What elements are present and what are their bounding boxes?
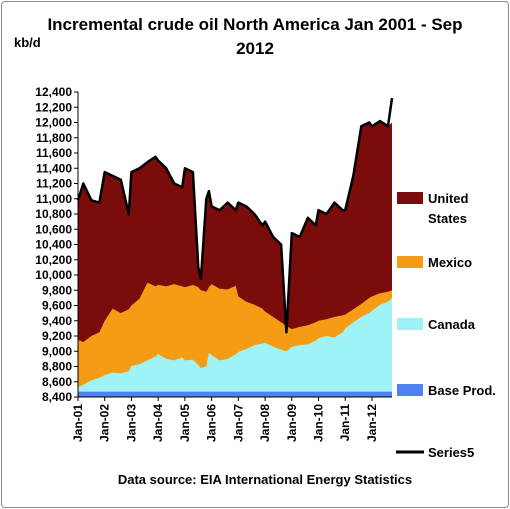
x-tick-label: Jan-08 [258,404,272,442]
x-axis: Jan-01 Jan-02 Jan-03 Jan-04 Jan-05 Jan-06 Jan-… [71,396,392,442]
legend-swatch-base [397,384,423,396]
y-tick-label: 9,800 [42,283,72,297]
y-tick-label: 10,600 [35,222,72,236]
y-tick-label: 8,800 [42,360,72,374]
x-tick-label: Jan-01 [71,404,85,442]
y-tick-label: 9,600 [42,299,72,313]
x-tick-label: Jan-11 [338,404,352,442]
y-tick-label: 10,800 [35,207,72,221]
y-tick-label: 10,400 [35,238,72,252]
legend-swatch-us [397,192,423,204]
x-tick-label: Jan-02 [98,404,112,442]
legend-label-us: United [428,191,469,206]
y-tick-label: 12,200 [35,100,72,114]
y-tick-label: 8,600 [42,375,72,389]
x-tick-label: Jan-06 [205,404,219,442]
x-tick-label: Jan-09 [285,404,299,442]
legend-label-series5: Series5 [428,445,474,460]
legend-swatch-canada [397,318,423,330]
legend-swatch-mexico [397,256,423,268]
legend-label-base: Base Prod. [428,383,496,398]
y-tick-label: 9,400 [42,314,72,328]
legend-label-us: States [428,211,467,226]
y-tick-label: 9,000 [42,344,72,358]
y-tick-label: 10,200 [35,253,72,267]
legend-label-mexico: Mexico [428,255,472,270]
y-axis-unit-label: kb/d [14,35,41,50]
legend-label-canada: Canada [428,317,476,332]
area-canada [78,297,392,397]
data-source-note: Data source: EIA International Energy St… [117,472,413,487]
x-tick-label: Jan-05 [178,404,192,442]
area-base [78,391,392,397]
y-tick-label: 11,200 [36,177,72,191]
y-tick-label: 11,400 [36,161,72,175]
x-tick-label: Jan-10 [312,404,326,442]
chart-title: Incremental crude oil North America Jan … [47,15,463,58]
line-series5 [76,97,394,334]
x-tick-label: Jan-07 [231,404,245,442]
area-layers [76,97,394,397]
y-tick-label: 12,400 [35,85,72,99]
y-tick-label: 11,600 [36,146,72,160]
x-tick-label: Jan-12 [365,404,379,442]
y-tick-label: 9,200 [42,329,72,343]
y-tick-label: 11,000 [36,192,72,206]
x-tick-label: Jan-04 [151,404,165,442]
y-tick-label: 12,000 [35,116,72,130]
x-tick-label: Jan-03 [124,404,138,442]
y-tick-label: 8,400 [42,390,72,404]
legend: United States Mexico Canada Base Prod. Series… [396,191,496,460]
y-tick-label: 11,800 [36,131,72,145]
y-tick-label: 10,000 [35,268,72,282]
